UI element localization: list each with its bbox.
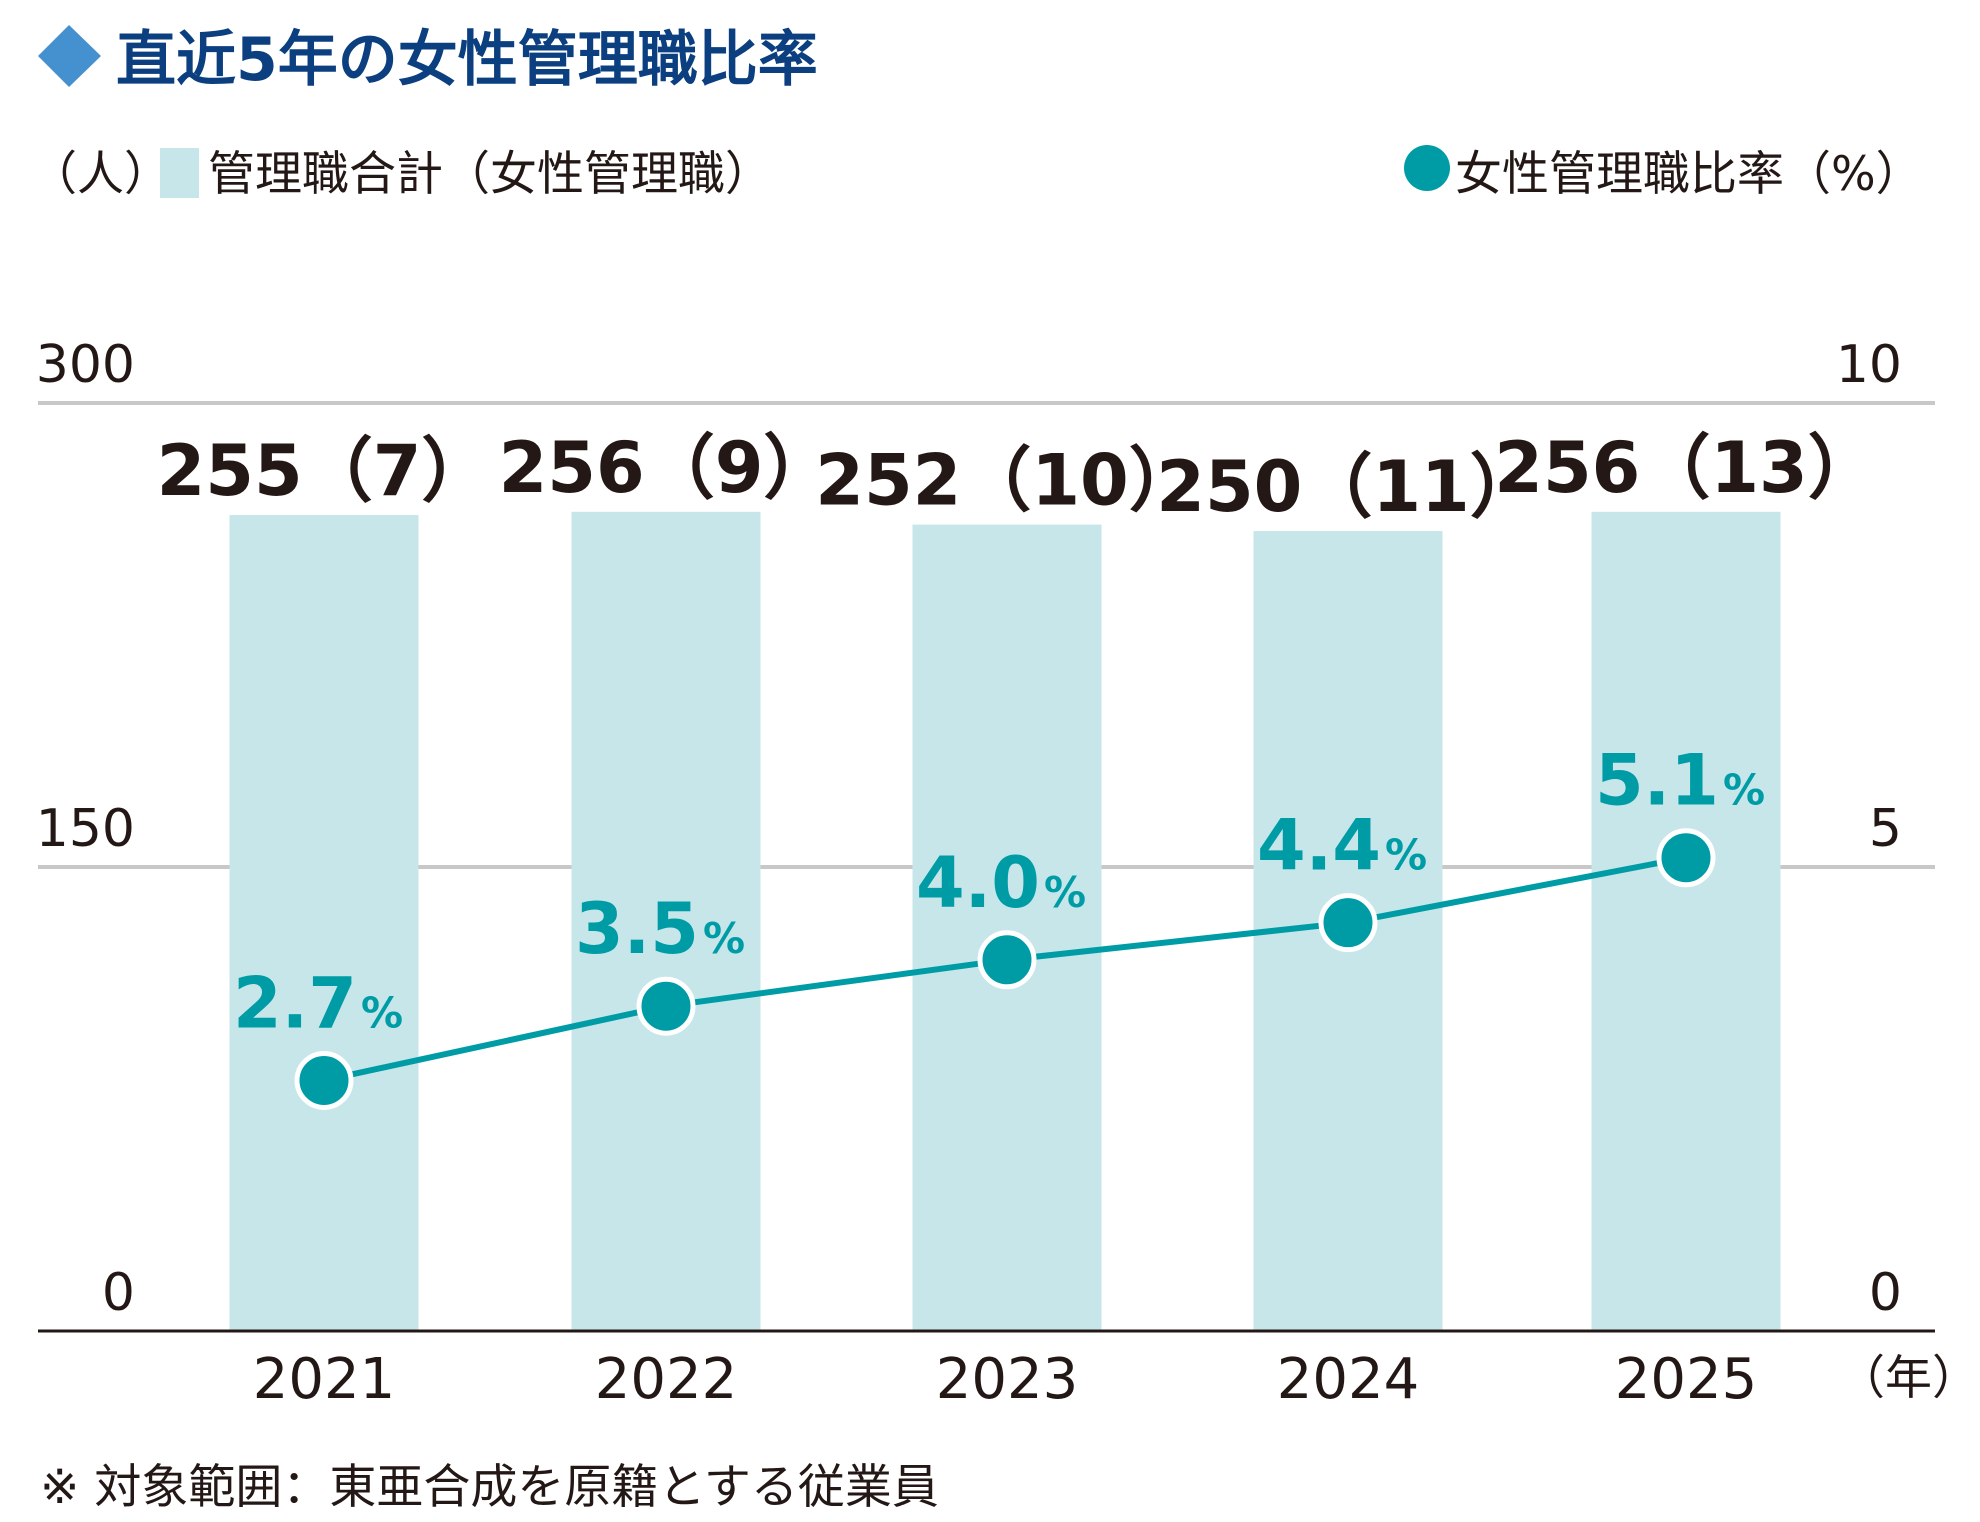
legend-bar-label: 管理職合計（女性管理職） — [208, 147, 772, 202]
data-labels: 255（7） 256（9）252（10）250（11）256（13） 2.7% 3.5… — [157, 427, 1878, 1045]
legend-line-dot-icon — [1404, 145, 1450, 191]
left-axis-unit: （人） — [30, 147, 171, 202]
ratio-value-label: 2.7% — [233, 962, 403, 1044]
legend-line-label: 女性管理職比率（%） — [1455, 147, 1923, 202]
legend-bar-swatch — [160, 148, 199, 198]
ratio-value-label: 3.5% — [575, 888, 745, 970]
ratio-line-series — [294, 828, 1716, 1110]
ratio-value-label: 5.1% — [1595, 740, 1765, 822]
bar-value-label: 252（10） — [815, 440, 1199, 522]
right-axis-tick-label: 10 — [1836, 335, 1902, 395]
ratio-point-2024 — [1318, 893, 1378, 953]
right-axis-tick-label: 0 — [1869, 1263, 1902, 1323]
chart-title: 直近5年の女性管理職比率 — [116, 25, 818, 95]
ratio-point-2025 — [1656, 828, 1716, 888]
ratio-point-2022 — [636, 976, 696, 1036]
x-tick-label: 2022 — [595, 1347, 738, 1412]
x-tick-label: 2021 — [253, 1347, 396, 1412]
x-tick-label: 2024 — [1277, 1347, 1420, 1412]
ratio-point-2023 — [977, 930, 1037, 990]
axis-ticks: 0 150 300 0 5 10 2021 2022 2023 2024 2025 — [36, 335, 1902, 1412]
ratio-value-label: 4.0% — [916, 842, 1086, 924]
right-axis-tick-label: 5 — [1869, 799, 1902, 859]
bar-value-label: 250（11） — [1156, 446, 1540, 528]
bar-2025 — [1591, 511, 1781, 1331]
bar-2023 — [912, 524, 1102, 1331]
ratio-value-label: 4.4% — [1257, 805, 1427, 887]
title-diamond-icon — [38, 25, 101, 87]
bar-2022 — [571, 511, 761, 1331]
footnote: ※ 対象範囲：東亜合成を原籍とする従業員 — [40, 1460, 939, 1515]
left-axis-tick-label: 0 — [102, 1263, 135, 1323]
ratio-point-2021 — [294, 1050, 354, 1110]
x-tick-label: 2025 — [1615, 1347, 1758, 1412]
x-tick-label: 2023 — [936, 1347, 1079, 1412]
bar-value-label: 255（7） — [157, 430, 492, 512]
left-axis-tick-label: 150 — [36, 799, 135, 859]
bar-2021 — [229, 515, 419, 1331]
x-axis-unit: （年） — [1838, 1351, 1979, 1406]
bar-value-label: 256（13） — [1494, 427, 1878, 509]
bar-value-label: 256（9） — [499, 427, 834, 509]
left-axis-tick-label: 300 — [36, 335, 135, 395]
